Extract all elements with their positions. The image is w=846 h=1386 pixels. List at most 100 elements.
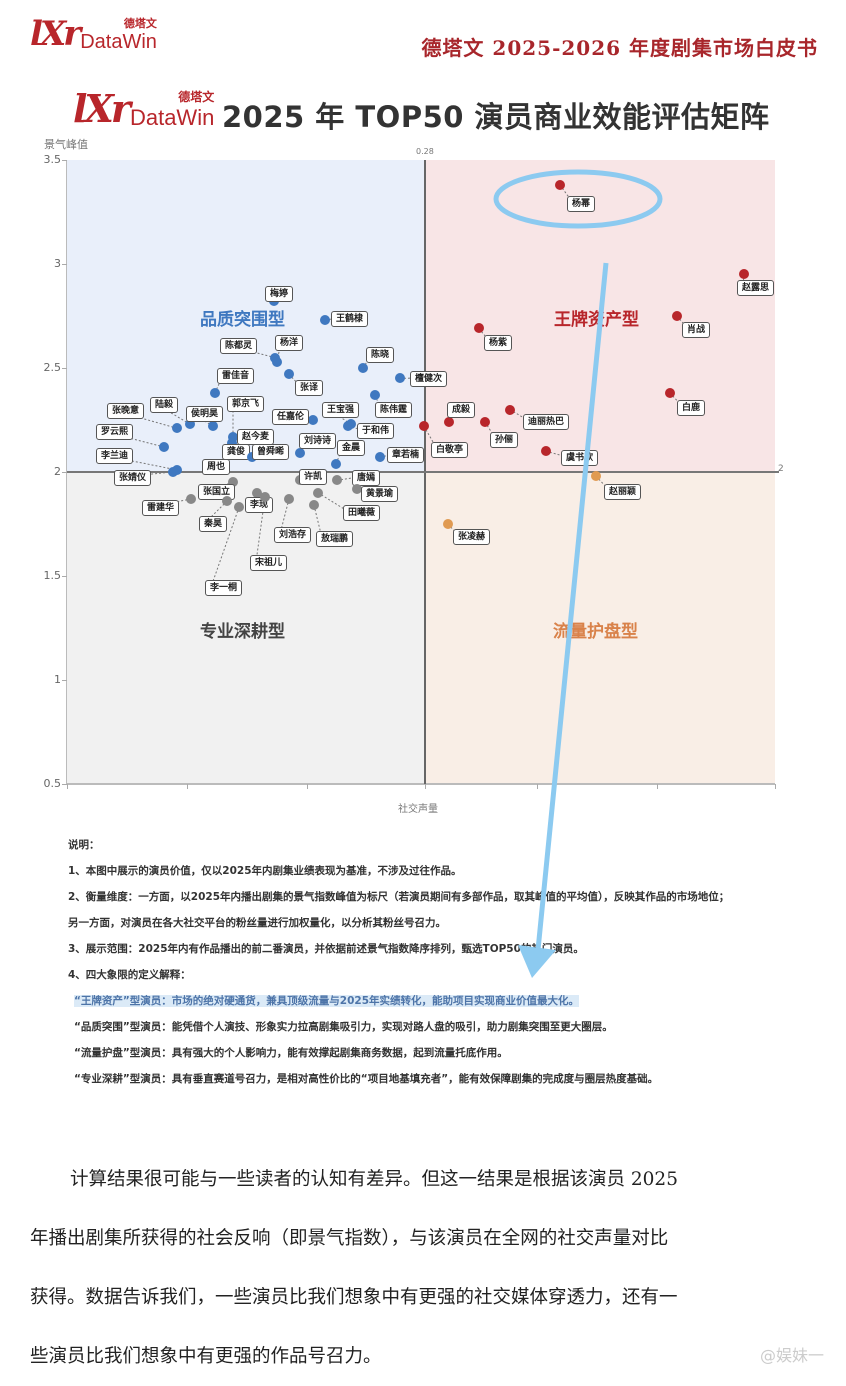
point-label: 陈都灵 (220, 338, 257, 354)
data-point (505, 405, 515, 415)
point-label: 周也 (202, 459, 230, 475)
chart-notes: 说明： 1、本图中展示的演员价值，仅以2025年内剧集业绩表现为基准，不涉及过往… (68, 832, 729, 1092)
datawin-logo-mark-icon: lXr (30, 14, 78, 54)
logo-en: DataWin (80, 31, 157, 54)
data-point (443, 519, 453, 529)
point-label: 陈伟霆 (375, 402, 412, 418)
datawin-logo-header: lXr 德塔文 DataWin (30, 14, 157, 54)
data-point (370, 390, 380, 400)
y-tick-mark (62, 576, 67, 577)
point-label: 侯明昊 (186, 406, 223, 422)
body-line: 些演员比我们想象中有更强的作品号召力。 (30, 1327, 820, 1386)
point-label: 赵露思 (737, 280, 774, 296)
y-axis-label: 景气峰值 (44, 136, 88, 152)
point-label: 刘浩存 (274, 527, 311, 543)
notes-heading: 说明： (68, 832, 729, 858)
logo-cn: 德塔文 (124, 15, 157, 31)
data-point (159, 442, 169, 452)
y-tick-mark (62, 368, 67, 369)
x-tick-mark (775, 784, 776, 789)
y-tick-label: 2.5 (31, 361, 61, 374)
data-point (358, 363, 368, 373)
weibo-watermark: @娱妹一 (760, 1342, 824, 1366)
definition-traffic: “流量护盘”型演员：具有强大的个人影响力，能有效撑起剧集商务数据，起到流量托底作… (68, 1040, 729, 1066)
chart-title: 2025 年 TOP50 演员商业效能评估矩阵 (222, 94, 770, 136)
logo-cn: 德塔文 (178, 88, 214, 105)
note-item: 4、四大象限的定义解释： (68, 962, 729, 988)
point-label: 任嘉伦 (272, 409, 309, 425)
point-label: 于和伟 (357, 423, 394, 439)
logo-en: DataWin (130, 105, 214, 131)
point-label: 刘诗诗 (299, 433, 336, 449)
point-label: 孙俪 (490, 432, 518, 448)
point-label: 黄景瑜 (361, 486, 398, 502)
note-item: 1、本图中展示的演员价值，仅以2025年内剧集业绩表现为基准，不涉及过往作品。 (68, 858, 729, 884)
y-tick-label: 1 (31, 673, 61, 686)
y-tick-label: 0.5 (31, 777, 61, 790)
point-label: 张晚意 (107, 403, 144, 419)
x-tick-mark (187, 784, 188, 789)
point-label: 许凯 (299, 469, 327, 485)
definition-professional: “专业深耕”型演员：具有垂直赛道号召力，是相对高性价比的“项目地基填充者”，能有… (68, 1066, 729, 1092)
datawin-logo-mark-icon: lXr (73, 86, 128, 131)
y-divider-label: 2 (778, 464, 784, 474)
x-tick-mark (657, 784, 658, 789)
point-label: 迪丽热巴 (523, 414, 569, 430)
point-label: 白敬亭 (431, 442, 468, 458)
point-label: 罗云熙 (96, 424, 133, 440)
data-point (665, 388, 675, 398)
point-label: 曾舜晞 (252, 444, 289, 460)
y-tick-mark (62, 680, 67, 681)
point-label: 秦昊 (199, 516, 227, 532)
quadrant-label-professional: 专业深耕型 (200, 617, 285, 642)
body-line: 计算结果很可能与一些读者的认知有差异。但这一结果是根据该演员 2025 (30, 1150, 820, 1209)
point-label: 成毅 (447, 402, 475, 418)
data-point (555, 180, 565, 190)
point-label: 杨紫 (484, 335, 512, 351)
point-label: 雷佳音 (217, 368, 254, 384)
x-divider-label: 0.28 (416, 147, 434, 156)
point-label: 陆毅 (150, 397, 178, 413)
data-point (272, 357, 282, 367)
definition-ace-highlighted: “王牌资产”型演员：市场的绝对硬通货，兼具顶级流量与2025年实绩转化，能助项目… (74, 995, 579, 1007)
point-label: 敖瑞鹏 (316, 531, 353, 547)
note-item: 2、衡量维度：一方面，以2025年内播出剧集的景气指数峰值为标尺（若演员期间有多… (68, 884, 729, 910)
y-tick-label: 3.5 (31, 153, 61, 166)
quadrant-label-traffic: 流量护盘型 (553, 617, 638, 642)
x-tick-mark (425, 784, 426, 789)
point-label: 李一桐 (205, 580, 242, 596)
y-tick-label: 1.5 (31, 569, 61, 582)
point-label: 田曦薇 (343, 505, 380, 521)
data-point (308, 415, 318, 425)
point-label: 章若楠 (387, 447, 424, 463)
point-label: 赵今麦 (237, 429, 274, 445)
quadrant-label-quality: 品质突围型 (200, 305, 285, 330)
x-axis-label: 社交声量 (398, 800, 438, 815)
data-point (331, 459, 341, 469)
note-item: 另一方面，对演员在各大社交平台的粉丝量进行加权量化，以分析其粉丝号召力。 (68, 910, 729, 936)
y-tick-mark (62, 472, 67, 473)
datawin-logo-chart: lXr 德塔文 DataWin (73, 86, 214, 131)
point-label: 梅婷 (265, 286, 293, 302)
body-paragraph: 计算结果很可能与一些读者的认知有差异。但这一结果是根据该演员 2025 年播出剧… (30, 1150, 820, 1386)
point-label: 赵丽颖 (604, 484, 641, 500)
data-point (168, 467, 178, 477)
point-label: 李兰迪 (96, 448, 133, 464)
y-tick-mark (62, 264, 67, 265)
x-tick-mark (67, 784, 68, 789)
data-point (260, 492, 270, 502)
point-label: 郭京飞 (227, 396, 264, 412)
quadrant-label-ace: 王牌资产型 (554, 305, 639, 330)
point-label: 张译 (295, 380, 323, 396)
point-label: 雷建华 (142, 500, 179, 516)
note-item: 3、展示范围：2025年内有作品播出的前二番演员，并依据前述景气指数降序排列，甄… (68, 936, 729, 962)
x-tick-mark (537, 784, 538, 789)
y-tick-mark (62, 160, 67, 161)
scatter-plot: 品质突围型 王牌资产型 专业深耕型 流量护盘型 杨幂赵露思肖战杨紫白鹿成毅迪丽热… (67, 160, 775, 784)
data-point (672, 311, 682, 321)
point-label: 王宝强 (322, 402, 359, 418)
body-line: 获得。数据告诉我们，一些演员比我们想象中有更强的社交媒体穿透力，还有一 (30, 1268, 820, 1327)
point-label: 金晨 (337, 440, 365, 456)
point-label: 白鹿 (677, 400, 705, 416)
data-point (313, 488, 323, 498)
